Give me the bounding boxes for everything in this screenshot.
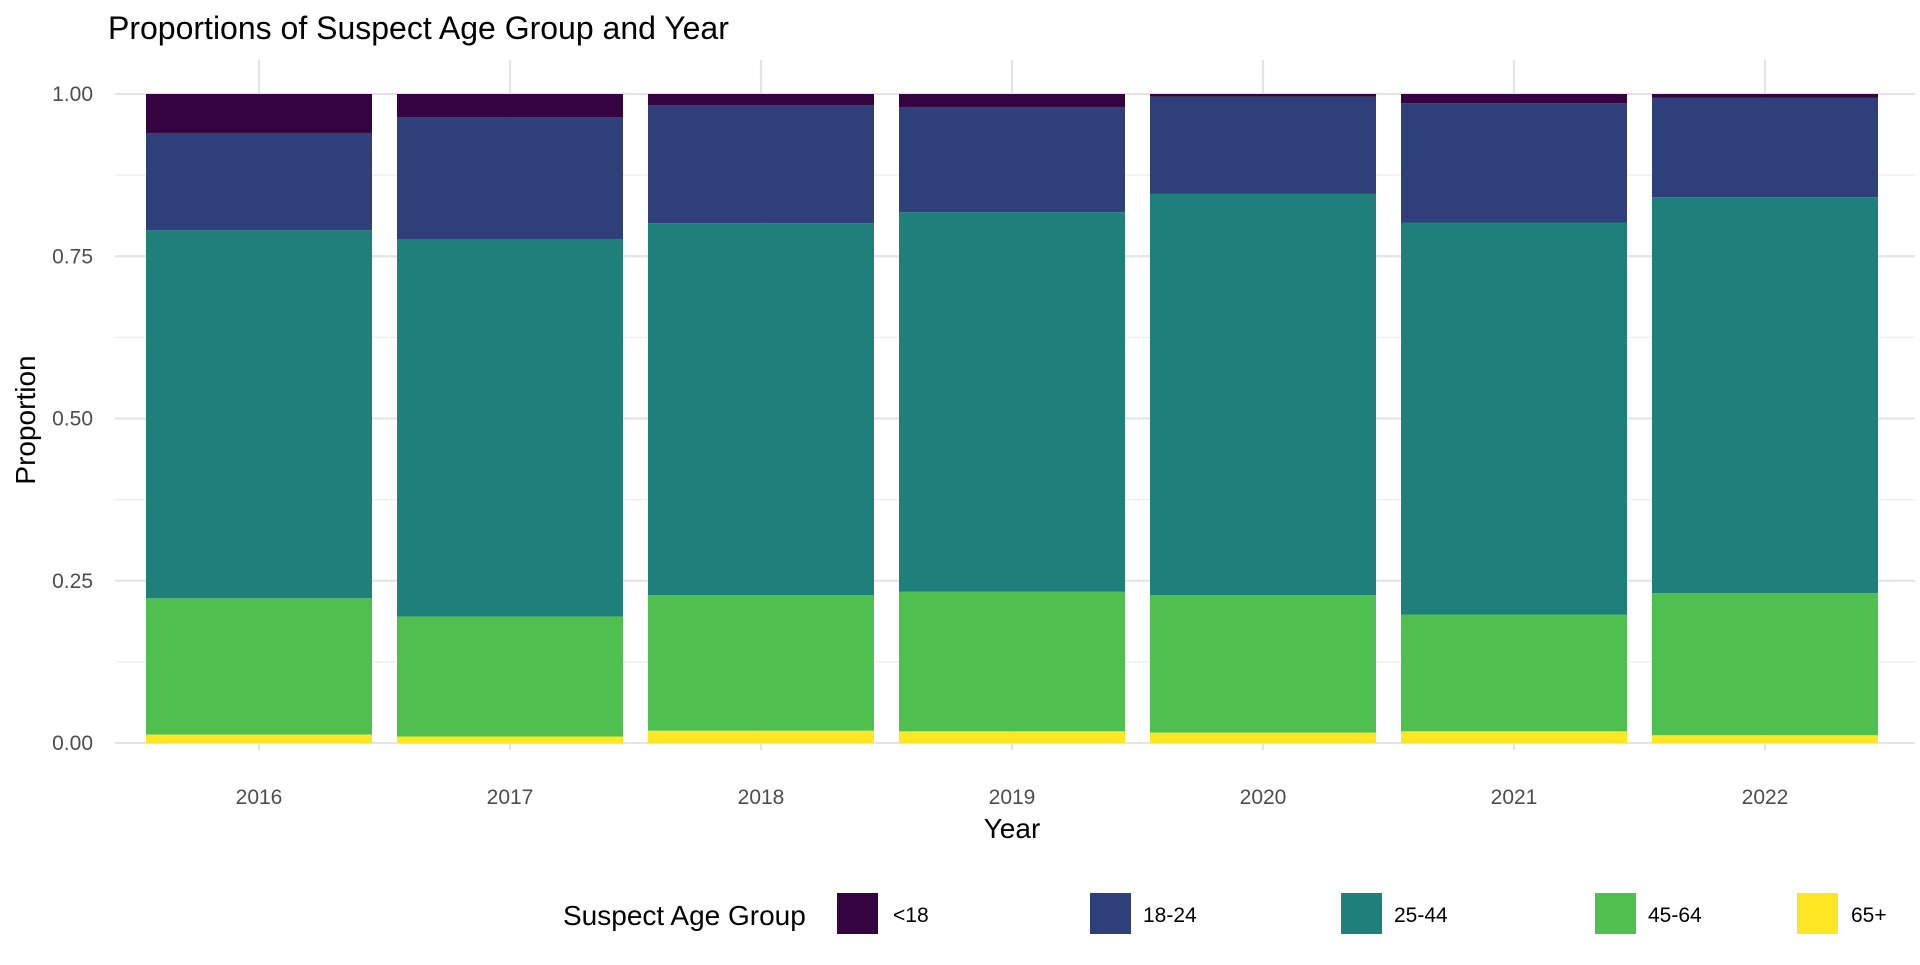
bar-segment-2018-65+ bbox=[648, 730, 874, 743]
legend-label: 18-24 bbox=[1143, 904, 1197, 927]
bar-segment-2021-25-44 bbox=[1401, 222, 1627, 615]
legend-label: 65+ bbox=[1851, 904, 1887, 927]
legend-key bbox=[1341, 893, 1382, 934]
bar-segment-2022-25-44 bbox=[1652, 197, 1878, 594]
bar-segment-2017-65+ bbox=[397, 736, 623, 743]
bar-segment-2019-65+ bbox=[899, 731, 1125, 743]
bar-segment-2020-45-64 bbox=[1150, 595, 1376, 733]
legend-title: Suspect Age Group bbox=[563, 900, 806, 931]
bar-segment-2016-<18 bbox=[146, 94, 372, 133]
bar-segment-2021-65+ bbox=[1401, 731, 1627, 743]
legend-key bbox=[1797, 893, 1838, 934]
bar-segment-2022-65+ bbox=[1652, 735, 1878, 743]
bar-segment-2016-18-24 bbox=[146, 132, 372, 231]
bar-segment-2019-45-64 bbox=[899, 591, 1125, 732]
y-axis-title: Proportion bbox=[10, 355, 41, 484]
bar-segment-2018-45-64 bbox=[648, 595, 874, 731]
y-tick-label: 1.00 bbox=[52, 83, 93, 106]
legend: Suspect Age Group <18 18-24 25-44 45-64 65+ bbox=[563, 893, 1887, 934]
chart-title: Proportions of Suspect Age Group and Yea… bbox=[108, 10, 729, 46]
x-tick-label: 2020 bbox=[1240, 786, 1287, 809]
x-tick-label: 2017 bbox=[487, 786, 534, 809]
bar-segment-2021-45-64 bbox=[1401, 614, 1627, 732]
y-tick-label: 0.25 bbox=[52, 570, 93, 593]
bar-segment-2019-<18 bbox=[899, 94, 1125, 107]
bar-segment-2020-<18 bbox=[1150, 94, 1376, 97]
bar-segment-2018-25-44 bbox=[648, 223, 874, 596]
bars bbox=[146, 94, 1878, 743]
y-tick-label: 0.75 bbox=[52, 245, 93, 268]
x-tick-label: 2018 bbox=[738, 786, 785, 809]
x-tick-label: 2016 bbox=[236, 786, 283, 809]
bar-segment-2018-<18 bbox=[648, 94, 874, 106]
bar-segment-2020-18-24 bbox=[1150, 96, 1376, 194]
legend-key bbox=[1595, 893, 1636, 934]
legend-label: <18 bbox=[893, 904, 929, 927]
x-tick-label: 2021 bbox=[1491, 786, 1538, 809]
y-tick-label: 0.00 bbox=[52, 732, 93, 755]
bar-segment-2016-45-64 bbox=[146, 598, 372, 735]
legend-key bbox=[1090, 893, 1131, 934]
bar-segment-2022-<18 bbox=[1652, 94, 1878, 98]
axes: 0.00 0.25 0.50 0.75 1.00 2016 2017 2018 2019 2020… bbox=[52, 83, 1788, 809]
bar-segment-2020-65+ bbox=[1150, 732, 1376, 743]
x-tick-label: 2022 bbox=[1742, 786, 1789, 809]
legend-label: 25-44 bbox=[1394, 904, 1448, 927]
bar-segment-2018-18-24 bbox=[648, 105, 874, 224]
bar-segment-2022-45-64 bbox=[1652, 593, 1878, 736]
y-tick-label: 0.50 bbox=[52, 408, 93, 431]
bar-segment-2019-18-24 bbox=[899, 106, 1125, 213]
x-tick-label: 2019 bbox=[989, 786, 1036, 809]
x-axis-title: Year bbox=[984, 813, 1041, 844]
legend-label: 45-64 bbox=[1648, 904, 1702, 927]
bar-segment-2017-<18 bbox=[397, 94, 623, 118]
bar-segment-2017-18-24 bbox=[397, 117, 623, 240]
bar-segment-2017-45-64 bbox=[397, 616, 623, 737]
bar-segment-2019-25-44 bbox=[899, 212, 1125, 592]
bar-segment-2020-25-44 bbox=[1150, 193, 1376, 596]
bar-segment-2016-25-44 bbox=[146, 230, 372, 599]
bar-segment-2022-18-24 bbox=[1652, 97, 1878, 198]
bar-segment-2017-25-44 bbox=[397, 239, 623, 617]
bar-segment-2021-18-24 bbox=[1401, 103, 1627, 223]
bar-segment-2016-65+ bbox=[146, 734, 372, 743]
bar-segment-2021-<18 bbox=[1401, 94, 1627, 104]
legend-key bbox=[837, 893, 878, 934]
